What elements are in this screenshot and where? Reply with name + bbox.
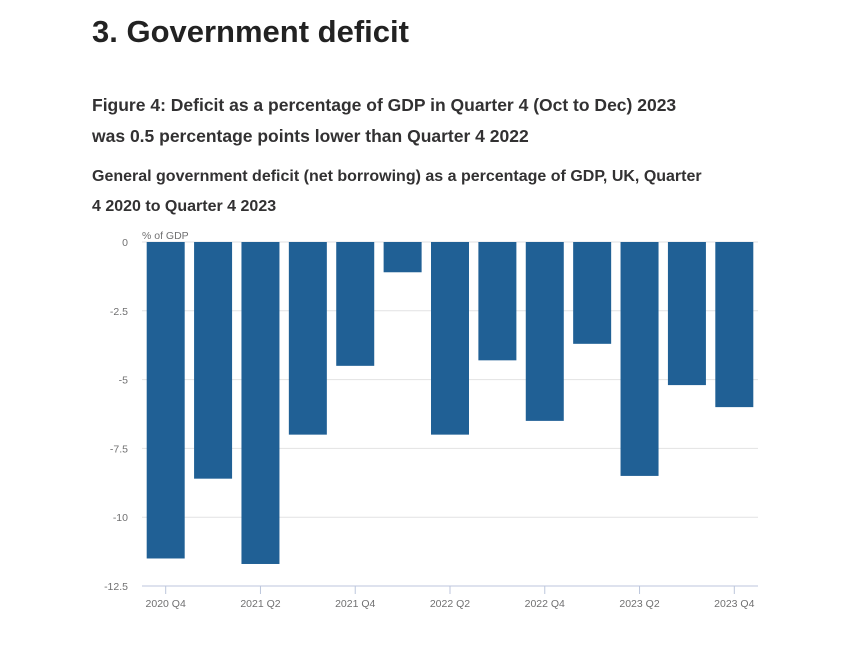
bar-2022-q1[interactable] (383, 242, 422, 273)
y-tick-label: 0 (122, 237, 128, 249)
bar-2020-q4[interactable] (146, 242, 185, 559)
bar-2021-q1[interactable] (194, 242, 233, 479)
y-tick-label: -10 (113, 512, 128, 524)
x-tick-label: 2022 Q2 (430, 598, 470, 610)
bar-2023-q1[interactable] (573, 242, 612, 344)
x-tick-label: 2022 Q4 (525, 598, 565, 610)
bar-2021-q4[interactable] (336, 242, 375, 366)
bar-2023-q4[interactable] (715, 242, 754, 408)
bar-2022-q3[interactable] (478, 242, 517, 361)
bar-2022-q2[interactable] (431, 242, 469, 435)
y-tick-label: -2.5 (110, 306, 128, 318)
x-tick-label: 2023 Q2 (619, 598, 659, 610)
bar-2021-q2[interactable] (241, 242, 280, 564)
y-tick-label: -5 (119, 375, 128, 387)
y-axis-label: % of GDP (142, 230, 189, 242)
bar-2023-q3[interactable] (667, 242, 706, 386)
figure-subtitle: General government deficit (net borrowin… (92, 168, 702, 215)
x-tick-label: 2023 Q4 (714, 598, 754, 610)
figure-title: Figure 4: Deficit as a percentage of GDP… (92, 95, 677, 146)
section-title: 3. Government deficit (92, 14, 409, 49)
x-tick-label: 2021 Q2 (240, 598, 280, 610)
bar-2021-q3[interactable] (288, 242, 327, 435)
y-tick-label: -12.5 (104, 581, 128, 593)
x-tick-label: 2020 Q4 (146, 598, 186, 610)
y-tick-label: -7.5 (110, 443, 128, 455)
x-tick-label: 2021 Q4 (335, 598, 375, 610)
bar-2023-q2[interactable] (620, 242, 659, 476)
bar-2022-q4[interactable] (525, 242, 564, 421)
